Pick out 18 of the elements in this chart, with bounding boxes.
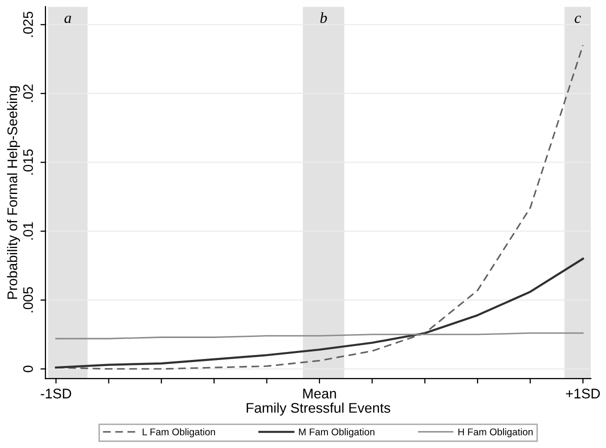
band-label: a <box>64 16 72 24</box>
band-label: c <box>574 16 581 24</box>
line-series <box>54 258 584 369</box>
y-tick-label: 0 <box>23 366 33 372</box>
legend-label: M Fam Obligation <box>299 428 374 438</box>
y-tick-label: .01 <box>23 222 33 240</box>
y-tick-label: .015 <box>23 149 33 175</box>
band-label: b <box>320 12 327 24</box>
x-axis-title: Family Stressful Events <box>246 402 390 416</box>
y-axis-title: Probability of Formal Help-Seeking <box>7 86 20 299</box>
y-tick-label: .005 <box>23 287 33 312</box>
x-tick-label: -1SD <box>40 388 72 398</box>
y-tick-label: .025 <box>23 12 33 37</box>
legend-label: L Fam Obligation <box>142 428 215 438</box>
legend-label: H Fam Obligation <box>458 428 533 438</box>
x-tick-label: Mean <box>303 388 336 398</box>
y-tick-label: .02 <box>23 84 33 102</box>
x-tick-label: +1SD <box>566 388 600 398</box>
